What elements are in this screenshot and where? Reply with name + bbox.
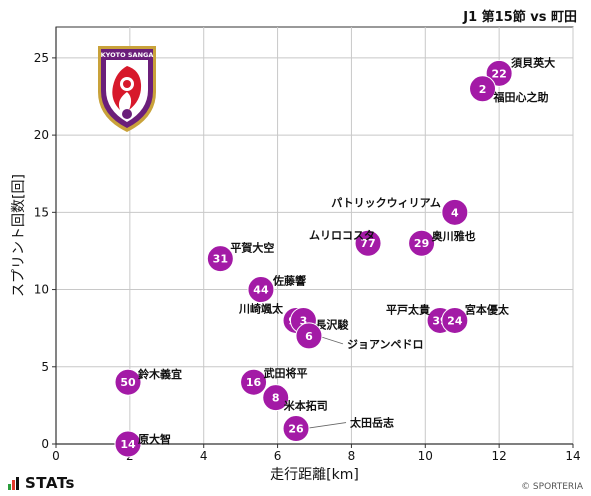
player-point	[354, 229, 382, 257]
player-number: 29	[414, 237, 429, 250]
y-tick-label: 20	[34, 128, 49, 142]
player-point	[240, 368, 268, 396]
player-point	[441, 198, 469, 226]
stats-bars-icon	[8, 476, 19, 490]
player-name: 宮本優太	[465, 302, 510, 316]
player-number: 14	[120, 438, 136, 451]
player-name: 須貝英大	[510, 55, 555, 69]
player-name: 太田岳志	[349, 416, 394, 430]
x-axis-label: 走行距離[km]	[270, 466, 359, 483]
player-number: 77	[360, 237, 375, 250]
player-number: 2	[479, 83, 487, 96]
player-point	[114, 430, 142, 458]
player-name: 佐藤響	[272, 274, 306, 288]
x-tick-label: 0	[52, 449, 60, 463]
y-tick-label: 0	[41, 437, 49, 451]
x-tick-label: 14	[565, 449, 580, 463]
player-name: 原大智	[138, 432, 171, 446]
player-name: 平賀大空	[230, 241, 274, 255]
data-points: 22須貝英大2福田心之助4パトリックウィリアム77ムリロコスタ29奥川雅也31平…	[114, 55, 555, 458]
player-number: 8	[272, 392, 280, 405]
x-tick-label: 8	[348, 449, 356, 463]
axes: 024681012140510152025走行距離[km]スプリント回数[回]	[11, 27, 581, 483]
x-tick-label: 4	[200, 449, 208, 463]
logo-text: KYOTO SANGA	[101, 51, 154, 59]
player-name: 武田将平	[264, 366, 308, 380]
player-name: 川崎颯太	[238, 301, 284, 315]
kyoto-sanga-logo: KYOTO SANGA	[98, 46, 156, 132]
player-number: 3	[300, 314, 308, 327]
player-name: パトリックウィリアム	[331, 196, 441, 209]
stats-brand-text: STATs	[25, 474, 75, 492]
x-tick-label: 6	[274, 449, 282, 463]
y-tick-label: 15	[34, 205, 49, 219]
player-number: 26	[288, 423, 304, 436]
player-point	[247, 276, 275, 304]
player-point	[295, 322, 323, 350]
player-name: ジョアンペドロ	[347, 338, 424, 351]
player-number: 4	[451, 206, 459, 219]
callout-line	[304, 422, 347, 429]
player-name: 奥川雅也	[431, 229, 476, 243]
player-number: 24	[447, 314, 463, 327]
player-name: 長沢駿	[315, 317, 349, 331]
player-name: 福田心之助	[493, 90, 549, 104]
player-name: 米本拓司	[283, 399, 328, 413]
y-tick-label: 25	[34, 51, 49, 65]
copyright: © SPORTERIA	[521, 482, 583, 492]
player-point	[469, 75, 497, 103]
player-number: 22	[491, 67, 506, 80]
player-name: 鈴木義宜	[138, 367, 182, 381]
player-number: 44	[253, 284, 269, 297]
match-title: J1 第15節 vs 町田	[463, 10, 577, 25]
player-point	[282, 415, 310, 443]
y-tick-label: 5	[41, 360, 49, 374]
player-point	[441, 306, 469, 334]
y-axis-label: スプリント回数[回]	[11, 174, 27, 297]
player-point	[485, 59, 513, 87]
player-point	[114, 368, 142, 396]
player-name: 平戸太貴	[386, 302, 430, 316]
player-name: ムリロコスタ	[309, 229, 375, 242]
x-tick-label: 12	[492, 449, 507, 463]
player-number: 31	[213, 253, 228, 266]
x-tick-label: 10	[418, 449, 433, 463]
player-point	[262, 384, 290, 412]
y-tick-label: 10	[34, 283, 49, 297]
player-number: 50	[120, 376, 136, 389]
stats-brand: STATs	[8, 474, 75, 492]
player-point	[206, 245, 234, 273]
player-point	[408, 229, 436, 257]
player-number: 16	[246, 376, 262, 389]
player-number: 6	[305, 330, 313, 343]
